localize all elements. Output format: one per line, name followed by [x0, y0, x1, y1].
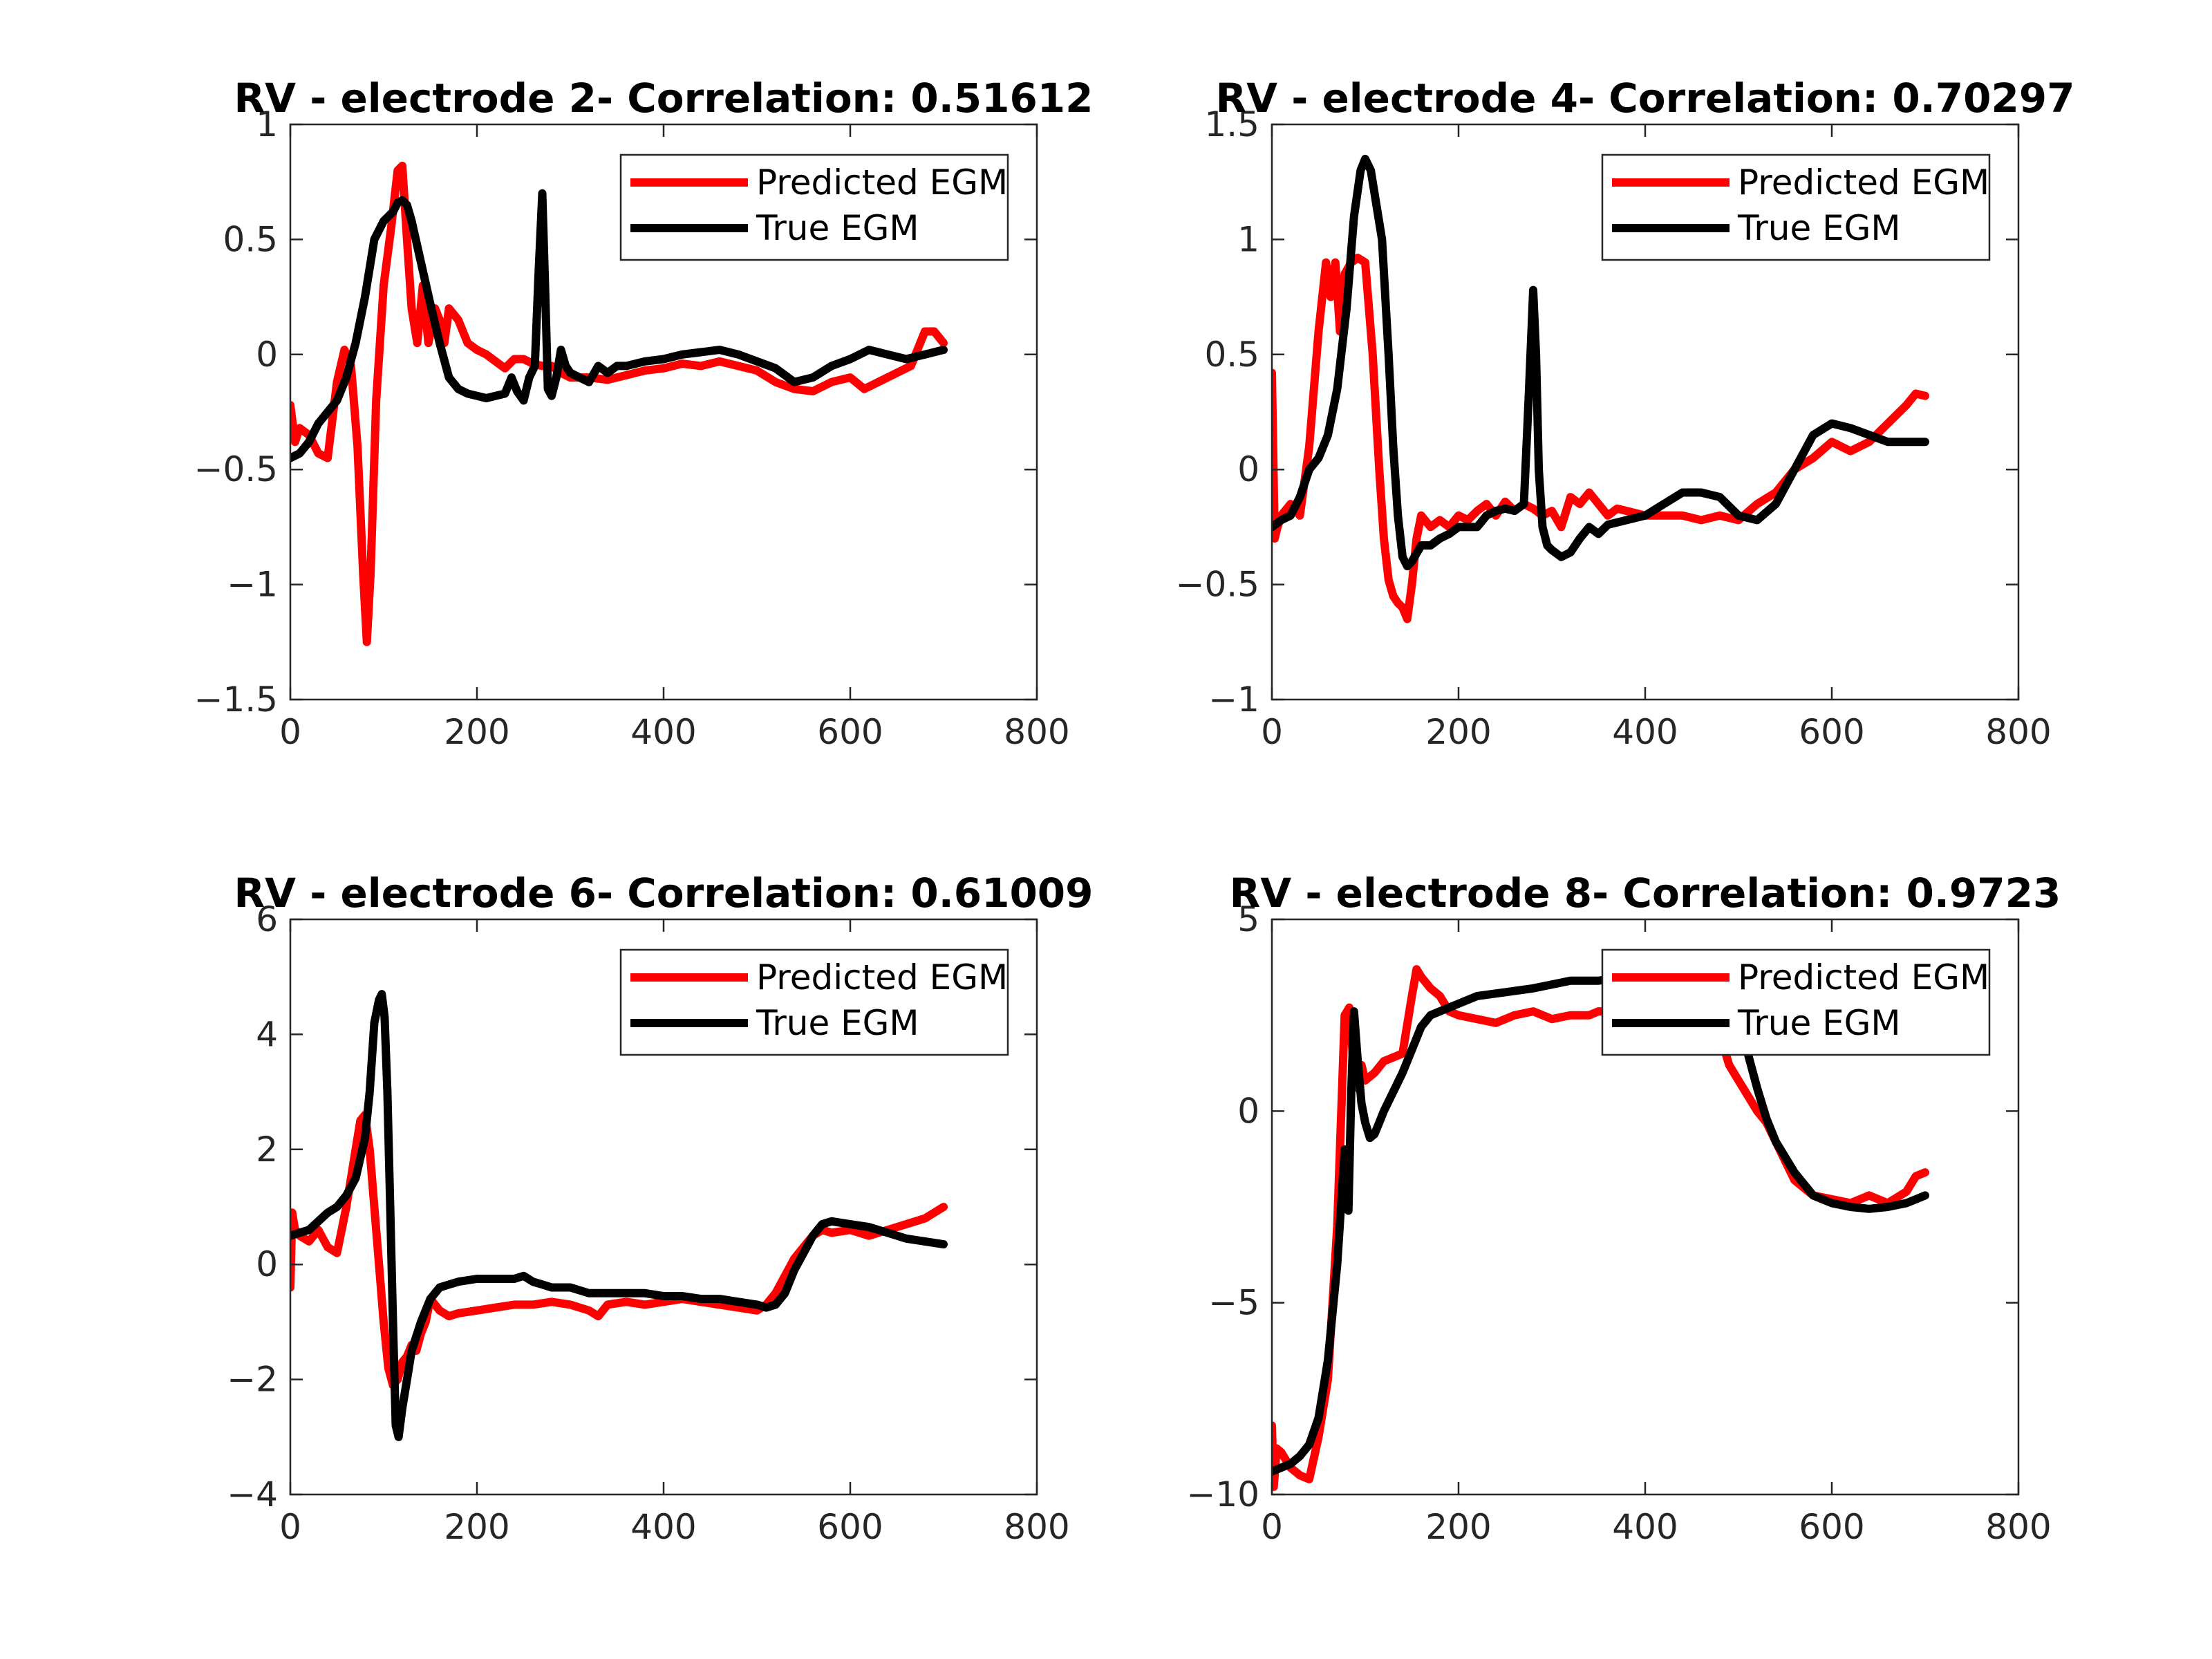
legend-box	[1601, 153, 1991, 261]
y-tick-label: −10	[1186, 1474, 1259, 1515]
y-tick-label: −5	[1208, 1283, 1259, 1323]
legend: Predicted EGM True EGM	[619, 153, 1009, 261]
x-tick-label: 600	[1799, 712, 1864, 752]
y-tick-label: 0	[1237, 1091, 1259, 1131]
x-tick-label: 400	[630, 1507, 696, 1547]
subplot-2: 0 200 400 600 800 −1 −0.5 0 0.5 1 1.5RV - electrod…	[1176, 75, 2075, 752]
series-line-true	[290, 189, 948, 462]
x-tick-label: 200	[1425, 1507, 1491, 1547]
y-tick-label: 1	[1237, 219, 1259, 259]
x-tick-label: 0	[1261, 712, 1283, 752]
y-tick-label: 5	[1237, 899, 1259, 939]
x-tick-label: 200	[444, 1507, 509, 1547]
legend-box	[619, 153, 1009, 261]
y-tick-label: −2	[227, 1360, 278, 1400]
y-tick-label: 1	[256, 104, 278, 144]
x-tick-label: 0	[279, 1507, 301, 1547]
y-tick-label: 0	[256, 335, 278, 375]
x-tick-label: 600	[817, 1507, 883, 1547]
legend-label: Predicted EGM	[1738, 957, 1989, 997]
x-tick-label: 800	[1985, 1507, 2051, 1547]
x-tick-label: 600	[817, 712, 883, 752]
legend: Predicted EGM True EGM	[1601, 153, 1991, 261]
series-line-predicted	[290, 161, 948, 646]
subplot-title: RV - electrode 4- Correlation: 0.70297	[1215, 75, 2074, 122]
y-tick-label: 2	[256, 1130, 278, 1170]
y-tick-label: −1	[227, 565, 278, 605]
x-tick-label: 0	[1261, 1507, 1283, 1547]
x-tick-label: 600	[1799, 1507, 1864, 1547]
y-tick-label: 6	[256, 899, 278, 939]
x-tick-label: 200	[1425, 712, 1491, 752]
x-tick-label: 400	[1612, 1507, 1678, 1547]
y-tick-label: −0.5	[1176, 565, 1259, 605]
x-tick-label: 200	[444, 712, 509, 752]
subplot-1: 0 200 400 600 800 −1.5 −1 −0.5 0 0.5 1RV - electro…	[194, 75, 1094, 752]
x-tick-label: 0	[279, 712, 301, 752]
x-tick-label: 800	[1985, 712, 2051, 752]
y-tick-label: −4	[227, 1474, 278, 1515]
y-tick-label: 1.5	[1204, 104, 1259, 144]
y-tick-label: 0	[256, 1244, 278, 1284]
x-tick-label: 400	[1612, 712, 1678, 752]
y-tick-label: −0.5	[194, 449, 278, 489]
subplot-title: RV - electrode 6- Correlation: 0.61009	[234, 870, 1093, 917]
x-tick-label: 800	[1004, 1507, 1069, 1547]
y-tick-label: 0.5	[1204, 335, 1259, 375]
series-line-true	[1272, 973, 1929, 1476]
y-tick-label: −1.5	[194, 679, 278, 720]
y-tick-label: −1	[1208, 679, 1259, 720]
y-tick-label: 0.5	[223, 219, 278, 259]
subplot-3: 0 200 400 600 800 −4 −2 0 2 4 6RV - electrode 6- C…	[227, 870, 1093, 1547]
legend-label: True EGM	[1737, 208, 1901, 248]
legend-label: True EGM	[1737, 1003, 1901, 1043]
y-tick-label: 4	[256, 1014, 278, 1054]
subplot-title: RV - electrode 8- Correlation: 0.9723	[1230, 870, 2061, 917]
series-line-predicted	[1272, 254, 1929, 624]
legend: Predicted EGM True EGM	[1601, 948, 1991, 1056]
x-tick-label: 800	[1004, 712, 1069, 752]
legend-box	[1601, 948, 1991, 1056]
legend-label: Predicted EGM	[756, 957, 1008, 997]
subplot-4: 0 200 400 600 800 −10 −5 0 5RV - electrode 8- Co…	[1186, 870, 2061, 1547]
legend-label: True EGM	[756, 208, 919, 248]
legend-label: True EGM	[756, 1003, 919, 1043]
legend-box	[619, 948, 1009, 1056]
x-tick-label: 400	[630, 712, 696, 752]
series-line-true	[290, 990, 948, 1441]
legend-label: Predicted EGM	[756, 162, 1008, 203]
series-line-true	[1272, 154, 1929, 570]
legend: Predicted EGM True EGM	[619, 948, 1009, 1056]
subplot-title: RV - electrode 2- Correlation: 0.51612	[234, 75, 1093, 122]
legend-label: Predicted EGM	[1738, 162, 1989, 203]
y-tick-label: 0	[1237, 449, 1259, 489]
